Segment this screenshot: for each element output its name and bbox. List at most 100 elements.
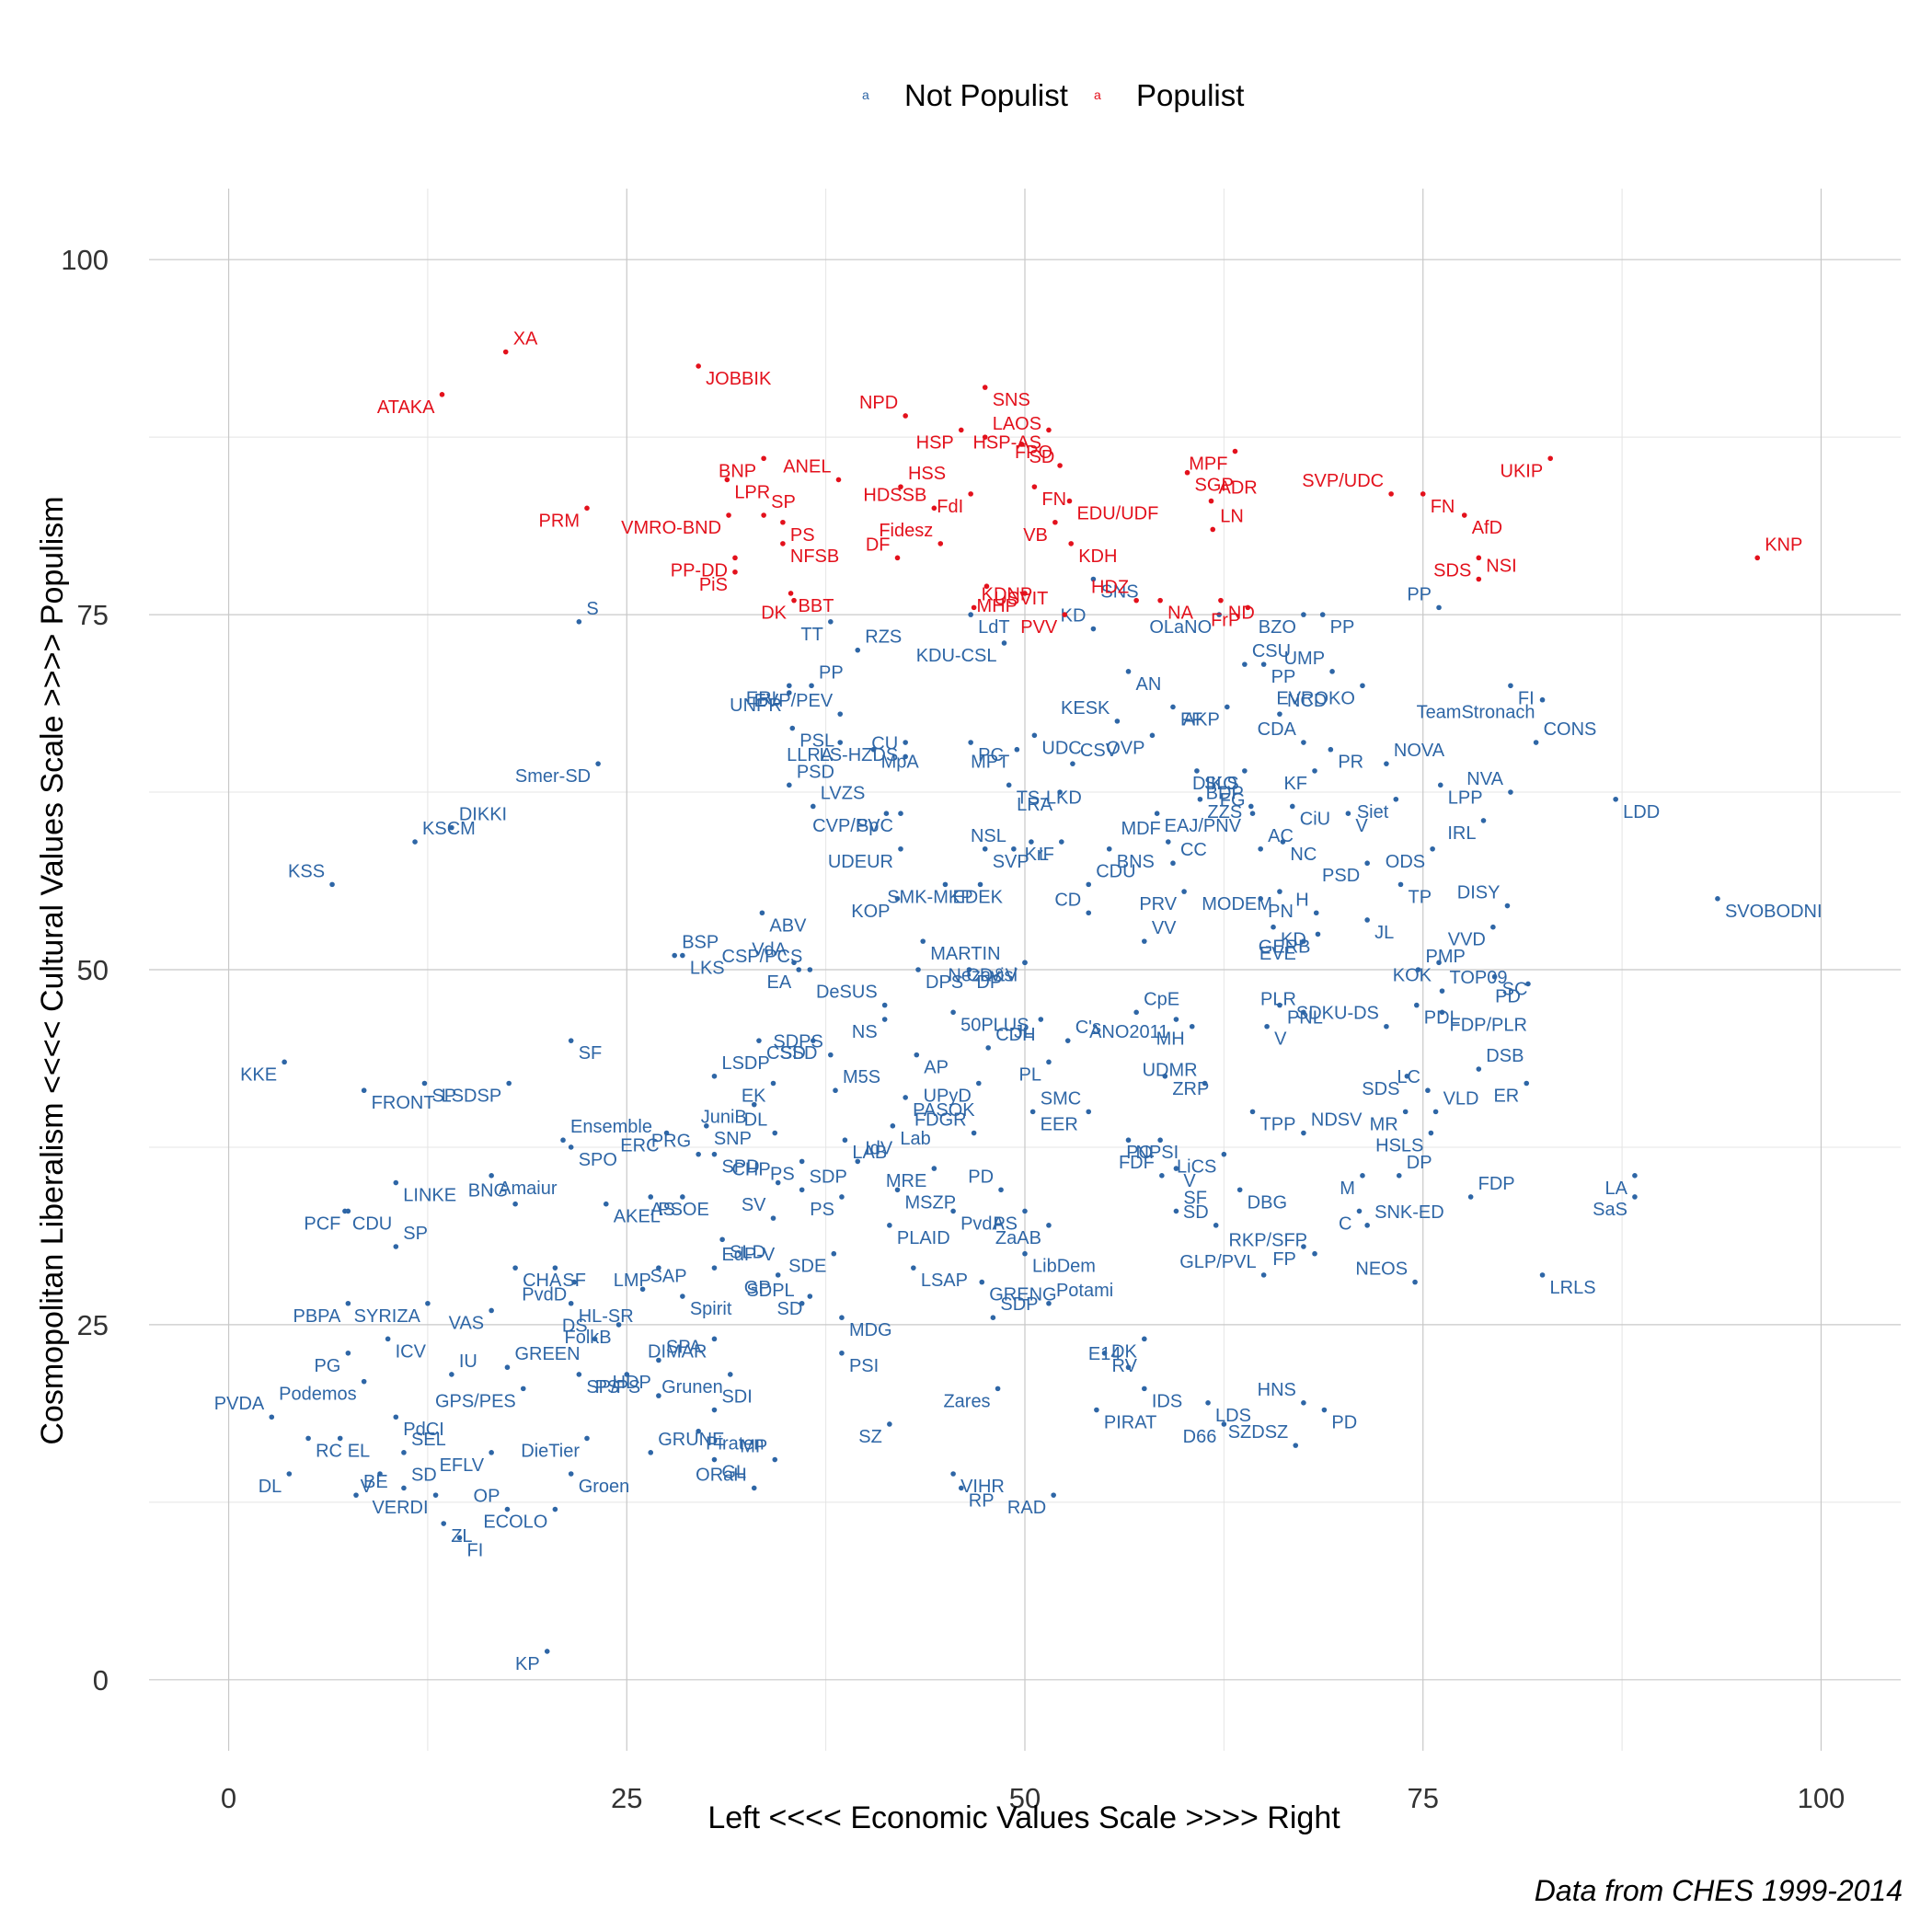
not-populist-point-label: SP — [431, 1086, 456, 1106]
populist-point — [696, 363, 701, 369]
not-populist-point-label: EDEK — [952, 887, 1003, 907]
not-populist-point-label: EAJ/PNV — [1165, 816, 1242, 836]
not-populist-point-label: EVE — [1259, 944, 1296, 964]
not-populist-point — [1364, 1223, 1370, 1228]
not-populist-point — [1428, 1130, 1434, 1136]
not-populist-point — [615, 1322, 622, 1328]
not-populist-point-label: FI — [467, 1540, 484, 1560]
not-populist-point-label: VV — [1152, 918, 1177, 938]
not-populist-point — [576, 1372, 582, 1377]
not-populist-point-label: PP — [819, 662, 844, 683]
not-populist-point-label: HNS — [1258, 1380, 1296, 1400]
populist-point — [1046, 427, 1052, 433]
not-populist-point-label: PC — [978, 745, 1004, 765]
not-populist-point — [903, 740, 908, 745]
not-populist-point-label: PSD — [797, 762, 834, 782]
not-populist-point — [1491, 973, 1498, 980]
not-populist-point — [950, 1471, 956, 1477]
populist-point — [937, 541, 944, 546]
not-populist-point — [393, 1414, 399, 1420]
not-populist-point — [799, 1300, 805, 1306]
not-populist-point-label: PS — [810, 1200, 834, 1220]
not-populist-point-label: KSCM — [422, 819, 476, 839]
not-populist-point-label: AC — [1268, 826, 1294, 846]
not-populist-point — [1632, 1194, 1638, 1200]
not-populist-point-label: EFLV — [440, 1455, 485, 1476]
not-populist-point-label: RAD — [1007, 1498, 1046, 1518]
not-populist-point-label: LVZS — [821, 783, 866, 803]
not-populist-point-label: SD — [411, 1465, 437, 1485]
not-populist-point — [1162, 1073, 1168, 1079]
not-populist-point — [791, 960, 797, 966]
not-populist-point-label: Smer-SD — [515, 766, 591, 787]
not-populist-point — [269, 1414, 275, 1420]
not-populist-point — [1525, 981, 1531, 987]
populist-point — [971, 604, 977, 611]
not-populist-point-label: MP — [740, 1437, 767, 1457]
not-populist-point-label: Grunen — [661, 1377, 723, 1397]
not-populist-point — [787, 782, 792, 788]
populist-point — [780, 541, 786, 546]
not-populist-point-label: UDMR — [1143, 1060, 1198, 1080]
not-populist-point-label: PR — [1338, 753, 1363, 773]
not-populist-point — [950, 1208, 956, 1214]
not-populist-point-label: KD — [1281, 930, 1306, 950]
not-populist-point — [1264, 1023, 1270, 1029]
not-populist-point — [1364, 917, 1370, 923]
not-populist-point-label: NCD — [1287, 691, 1327, 711]
not-populist-point-label: PDL — [1424, 1008, 1460, 1029]
not-populist-point — [560, 1137, 566, 1144]
not-populist-point-label: MSZP — [905, 1192, 957, 1213]
not-populist-point — [680, 1294, 685, 1299]
not-populist-point — [842, 1137, 848, 1144]
not-populist-point-label: MODEM — [1202, 894, 1272, 914]
not-populist-point — [1321, 1407, 1328, 1413]
not-populist-point-label: IU — [459, 1351, 477, 1372]
not-populist-point — [329, 881, 335, 888]
not-populist-point-label: PS — [770, 1164, 795, 1184]
not-populist-point — [1412, 1279, 1418, 1285]
populist-point-label: PS — [790, 525, 815, 546]
not-populist-point — [1632, 1173, 1638, 1179]
not-populist-point-label: SEL — [411, 1430, 446, 1450]
x-tick-label: 100 — [1798, 1782, 1846, 1814]
not-populist-point — [1356, 1208, 1363, 1214]
not-populist-point-label: ODS — [1386, 852, 1425, 872]
populist-point-label: KDH — [1078, 546, 1117, 567]
not-populist-point — [787, 690, 792, 696]
not-populist-point — [1249, 1109, 1256, 1115]
not-populist-point — [1613, 796, 1618, 802]
not-populist-point — [1046, 1059, 1052, 1065]
not-populist-point — [1301, 1130, 1306, 1136]
not-populist-point — [839, 1350, 845, 1356]
not-populist-point-label: MPT — [971, 753, 1009, 773]
populist-point-label: SVP/UDC — [1302, 471, 1384, 491]
not-populist-point-label: UDEUR — [828, 852, 893, 872]
populist-point-label: HDSSB — [863, 485, 926, 505]
not-populist-point — [1301, 1009, 1306, 1016]
not-populist-point-label: C's — [1075, 1018, 1101, 1038]
not-populist-point — [489, 1307, 494, 1314]
not-populist-point — [1154, 811, 1160, 816]
populist-point — [835, 477, 842, 483]
not-populist-point-label: SP/PS — [586, 1377, 640, 1397]
populist-point — [982, 385, 988, 390]
not-populist-point-label: UNPR — [730, 696, 782, 716]
not-populist-point-label: OVP — [1106, 738, 1144, 758]
not-populist-point — [1142, 938, 1147, 944]
populist-point — [1022, 591, 1028, 596]
not-populist-point — [512, 1201, 518, 1207]
not-populist-point — [576, 619, 582, 625]
not-populist-point-label: GERB — [1259, 937, 1311, 957]
not-populist-point — [1125, 1137, 1132, 1144]
not-populist-point-label: IRL — [1447, 823, 1476, 844]
not-populist-point — [592, 1336, 598, 1342]
legend-label-populist: Populist — [1136, 78, 1244, 112]
not-populist-point — [639, 1286, 646, 1293]
not-populist-point — [1221, 1151, 1227, 1157]
not-populist-point — [995, 1386, 1001, 1392]
not-populist-point — [1312, 768, 1317, 774]
not-populist-point — [680, 952, 685, 959]
not-populist-point-label: HDP — [613, 1373, 651, 1393]
not-populist-point-label: NPSI — [1136, 1143, 1179, 1163]
